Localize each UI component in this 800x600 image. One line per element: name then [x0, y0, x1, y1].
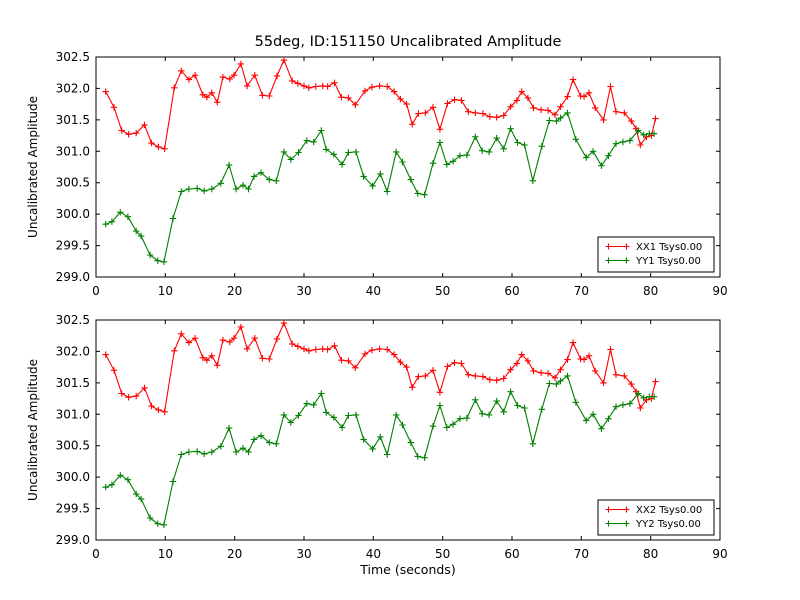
- series-YY2: [102, 372, 658, 529]
- series-XX2: [102, 319, 659, 415]
- x-tick-label: 90: [712, 547, 727, 561]
- legend: XX2 Tsys0.00 YY2 Tsys0.00: [597, 499, 715, 536]
- x-tick-label: 50: [435, 284, 450, 298]
- axis-ticks: [95, 56, 721, 278]
- series-markers: [102, 372, 658, 529]
- legend-sample-line: [605, 520, 630, 527]
- y-tick-label: 302.0: [56, 81, 90, 95]
- y-tick-label: 299.0: [56, 270, 90, 284]
- y-tick-label: 301.0: [56, 144, 90, 158]
- x-tick-label: 10: [158, 284, 173, 298]
- legend-sample-line: [605, 243, 630, 250]
- y-tick-label: 302.5: [56, 313, 90, 327]
- legend-box: [597, 499, 715, 536]
- x-tick-label: 40: [366, 284, 381, 298]
- series-line: [105, 112, 655, 263]
- x-tick-label: 80: [643, 284, 658, 298]
- x-tick-label: 30: [296, 284, 311, 298]
- top-subplot: 0 10 20 30 40 50 60 70 80 90 299.0 299.5 300.0 300.5 3…: [56, 50, 728, 298]
- series-YY1: [102, 109, 658, 266]
- x-tick-label: 50: [435, 547, 450, 561]
- y-tick-label: 302.0: [56, 344, 90, 358]
- x-axis-label: Time (seconds): [360, 562, 456, 577]
- y-tick-label: 301.5: [56, 113, 90, 127]
- x-tick-label: 10: [158, 547, 173, 561]
- x-tick-label: 0: [92, 284, 100, 298]
- x-tick-label: 30: [296, 547, 311, 561]
- y-tick-label: 301.0: [56, 407, 90, 421]
- legend-sample-line: [605, 257, 630, 264]
- x-tick-label: 60: [504, 284, 519, 298]
- y-tick-label: 299.0: [56, 533, 90, 547]
- y-tick-label: 299.5: [56, 239, 90, 253]
- y-tick-label: 300.0: [56, 470, 90, 484]
- x-tick-label: 60: [504, 547, 519, 561]
- x-tick-label: 0: [92, 547, 100, 561]
- legend-box: [597, 236, 715, 273]
- legend-label: YY1 Tsys0.00: [635, 256, 701, 267]
- y-tick-label: 299.5: [56, 502, 90, 516]
- y-tick-label: 300.0: [56, 207, 90, 221]
- top-y-axis-label: Uncalibrated Amplitude: [26, 96, 40, 238]
- x-tick-label: 20: [227, 284, 242, 298]
- series-markers: [102, 56, 659, 152]
- series-XX1: [102, 56, 659, 152]
- x-tick-label: 40: [366, 547, 381, 561]
- y-tick-label: 300.5: [56, 176, 90, 190]
- figure-title: 55deg, ID:151150 Uncalibrated Amplitude: [254, 34, 562, 50]
- legend-label: YY2 Tsys0.00: [635, 519, 701, 530]
- series-markers: [102, 109, 658, 266]
- legend-label: XX1 Tsys0.00: [636, 242, 702, 253]
- series-markers: [102, 319, 659, 415]
- y-tick-label: 302.5: [56, 50, 90, 64]
- series-line: [105, 375, 655, 526]
- y-tick-label: 301.5: [56, 376, 90, 390]
- x-tick-label: 70: [574, 284, 589, 298]
- y-tick-label: 300.5: [56, 439, 90, 453]
- x-tick-label: 20: [227, 547, 242, 561]
- legend-label: XX2 Tsys0.00: [636, 505, 702, 516]
- legend: XX1 Tsys0.00 YY1 Tsys0.00: [597, 236, 715, 273]
- axis-ticks: [95, 319, 721, 541]
- bottom-y-axis-label: Uncalibrated Amplitude: [26, 359, 40, 501]
- x-tick-label: 80: [643, 547, 658, 561]
- x-tick-label: 70: [574, 547, 589, 561]
- x-tick-label: 90: [712, 284, 727, 298]
- bottom-subplot: 0 10 20 30 40 50 60 70 80 90 299.0 299.5 300.0 300.5 3…: [56, 313, 728, 561]
- legend-sample-line: [605, 506, 630, 513]
